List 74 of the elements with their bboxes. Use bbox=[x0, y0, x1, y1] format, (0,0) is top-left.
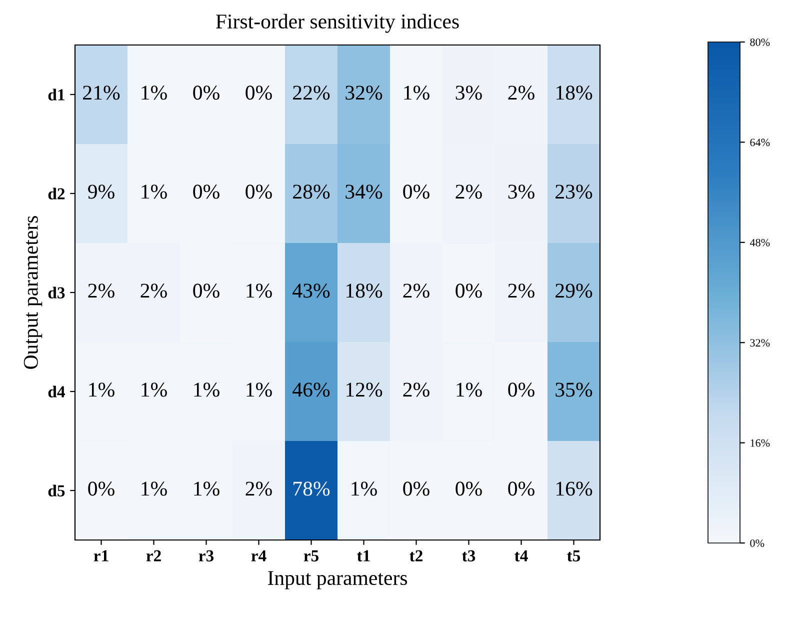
data-label: 0% bbox=[193, 284, 220, 298]
x-tick-label: r4 bbox=[251, 550, 266, 562]
data-label: 43% bbox=[292, 284, 330, 298]
data-label: 18% bbox=[346, 284, 382, 298]
x-tick-label: r3 bbox=[198, 550, 214, 562]
data-label: 3% bbox=[508, 184, 534, 199]
data-label: 1% bbox=[456, 382, 482, 397]
x-tick-label: r1 bbox=[94, 550, 108, 562]
data-label: 1% bbox=[142, 86, 167, 100]
data-label: 0% bbox=[403, 482, 430, 496]
y-tick-label: d1 bbox=[48, 88, 64, 100]
data-label: 2% bbox=[508, 284, 534, 298]
data-label: 0% bbox=[246, 86, 272, 100]
color-bar-label: 48% bbox=[750, 238, 770, 246]
data-label: 23% bbox=[556, 184, 592, 199]
x-tick-label: t3 bbox=[462, 550, 476, 562]
data-label: 21% bbox=[83, 86, 120, 100]
data-label: 1% bbox=[404, 86, 430, 100]
data-label: 2% bbox=[88, 284, 114, 298]
data-label: 1% bbox=[246, 284, 272, 298]
data-label: 32% bbox=[346, 86, 382, 100]
data-label: 0% bbox=[246, 184, 272, 199]
data-label: 2% bbox=[403, 284, 430, 298]
data-label: 1% bbox=[89, 382, 114, 397]
data-label: 78% bbox=[294, 482, 330, 496]
y-tick-label: d5 bbox=[48, 484, 65, 496]
data-label: 1% bbox=[142, 382, 167, 397]
data-label: 1% bbox=[246, 382, 272, 397]
data-label: 3% bbox=[456, 86, 482, 100]
data-label: 2% bbox=[456, 184, 482, 199]
x-tick-label: r5 bbox=[304, 550, 319, 562]
color-bar-label: 32% bbox=[750, 339, 770, 347]
x-tick-label: t1 bbox=[357, 550, 370, 562]
data-label: 16% bbox=[556, 482, 592, 496]
y-tick-label: d2 bbox=[48, 188, 65, 200]
data-label: 1% bbox=[142, 184, 167, 199]
data-label: 2% bbox=[403, 382, 430, 397]
y-tick-label: d4 bbox=[48, 386, 65, 398]
data-label: 12% bbox=[346, 382, 382, 397]
color-bar-label: 16% bbox=[750, 439, 770, 447]
data-label: 34% bbox=[346, 184, 382, 199]
y-tick-label: d3 bbox=[48, 286, 65, 298]
data-label: 0% bbox=[193, 86, 220, 100]
x-tick-label: r2 bbox=[146, 550, 161, 562]
data-label: 46% bbox=[292, 382, 330, 397]
data-label: 2% bbox=[246, 482, 272, 496]
data-label: 18% bbox=[556, 86, 592, 100]
color-bar-label: 0% bbox=[750, 539, 764, 547]
data-label: 0% bbox=[456, 482, 482, 496]
x-tick-label: t5 bbox=[567, 550, 580, 562]
data-label: 0% bbox=[456, 284, 482, 298]
x-tick-label: t2 bbox=[410, 550, 422, 562]
data-label: 28% bbox=[293, 184, 330, 199]
color-bar-label: 64% bbox=[750, 138, 770, 146]
data-label: 0% bbox=[88, 482, 114, 496]
data-label: 0% bbox=[508, 482, 534, 496]
x-axis-title: Input parameters bbox=[268, 571, 408, 590]
data-label: 1% bbox=[194, 482, 220, 496]
x-tick-label: t4 bbox=[514, 550, 528, 562]
color-bar-label: 80% bbox=[750, 38, 770, 46]
data-label: 0% bbox=[193, 184, 220, 199]
data-label: 9% bbox=[88, 184, 114, 199]
data-label: 1% bbox=[194, 382, 220, 397]
data-label: 29% bbox=[556, 284, 592, 298]
data-label: 1% bbox=[142, 482, 167, 496]
data-label: 0% bbox=[508, 382, 534, 397]
data-label: 0% bbox=[403, 184, 430, 199]
data-label: 1% bbox=[352, 482, 377, 496]
data-label: 2% bbox=[508, 86, 534, 100]
data-label: 22% bbox=[293, 86, 330, 100]
data-label: 2% bbox=[140, 284, 167, 298]
data-label: 35% bbox=[556, 382, 592, 397]
y-axis-title: Output parameters bbox=[24, 216, 42, 369]
chart-title: First-order sensitivity indices bbox=[216, 14, 459, 33]
